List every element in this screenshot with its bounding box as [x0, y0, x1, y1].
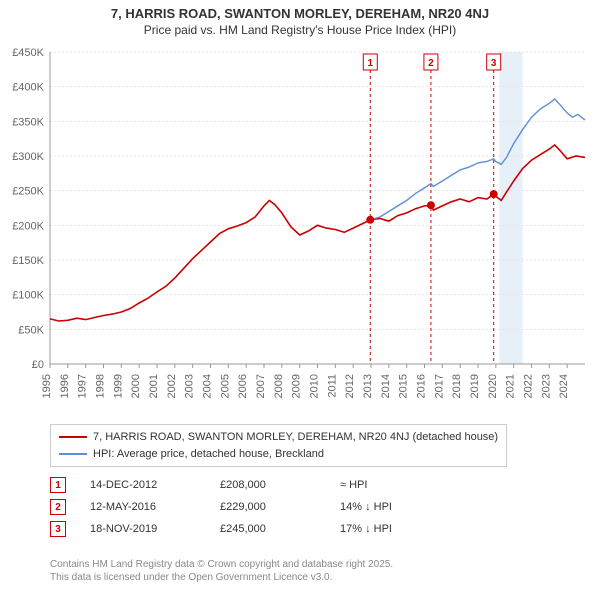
- xtick-label: 2022: [523, 374, 535, 398]
- ytick-label: £350K: [12, 116, 44, 128]
- sale-price: £208,000: [220, 479, 340, 491]
- xtick-label: 2003: [184, 374, 196, 398]
- xtick-label: 2005: [219, 374, 231, 398]
- xtick-label: 2000: [130, 374, 142, 398]
- xtick-label: 2015: [398, 374, 410, 398]
- ytick-label: £250K: [12, 186, 44, 198]
- xtick-label: 1995: [41, 374, 53, 398]
- sale-dot: [490, 190, 498, 198]
- sale-price: £245,000: [220, 523, 340, 535]
- sale-dot: [366, 216, 374, 224]
- chart-container: 7, HARRIS ROAD, SWANTON MORLEY, DEREHAM,…: [0, 0, 600, 590]
- xtick-label: 2019: [469, 374, 481, 398]
- sale-marker-number: 1: [368, 58, 374, 69]
- legend-swatch: [59, 436, 87, 438]
- ytick-label: £150K: [12, 255, 44, 267]
- legend-row: 7, HARRIS ROAD, SWANTON MORLEY, DEREHAM,…: [59, 429, 498, 446]
- xtick-label: 2010: [309, 374, 321, 398]
- legend-label: HPI: Average price, detached house, Brec…: [93, 446, 324, 463]
- footer: Contains HM Land Registry data © Crown c…: [50, 558, 393, 584]
- ytick-label: £100K: [12, 290, 44, 302]
- sale-date: 14-DEC-2012: [90, 479, 220, 491]
- xtick-label: 2008: [273, 374, 285, 398]
- xtick-label: 2023: [540, 374, 552, 398]
- chart-svg: £0 £50K £100K £150K £200K £250K £300K £350K £400…: [0, 42, 600, 420]
- xtick-label: 2002: [166, 374, 178, 398]
- footer-line2: This data is licensed under the Open Gov…: [50, 571, 393, 584]
- sale-date: 18-NOV-2019: [90, 523, 220, 535]
- xtick-label: 2018: [451, 374, 463, 398]
- sale-diff: 14% ↓ HPI: [340, 501, 460, 513]
- xtick-label: 2021: [505, 374, 517, 398]
- chart-area: £0 £50K £100K £150K £200K £250K £300K £350K £400…: [0, 42, 600, 420]
- xtick-label: 2012: [344, 374, 356, 398]
- ytick-label: £0: [32, 359, 44, 371]
- legend: 7, HARRIS ROAD, SWANTON MORLEY, DEREHAM,…: [50, 424, 507, 467]
- series-hpi: [370, 99, 585, 220]
- sale-marker-number: 3: [491, 58, 497, 69]
- xtick-label: 2016: [416, 374, 428, 398]
- xtick-label: 1997: [77, 374, 89, 398]
- sale-diff: ≈ HPI: [340, 479, 460, 491]
- xtick-label: 2004: [202, 374, 214, 398]
- xtick-label: 2024: [558, 374, 570, 398]
- sales-row: 3 18-NOV-2019£245,00017% ↓ HPI: [50, 518, 460, 540]
- ytick-label: £200K: [12, 220, 44, 232]
- xtick-label: 1999: [112, 374, 124, 398]
- title-address: 7, HARRIS ROAD, SWANTON MORLEY, DEREHAM,…: [0, 6, 600, 23]
- sale-marker-cell: 1: [50, 477, 66, 493]
- title-subtitle: Price paid vs. HM Land Registry's House …: [0, 23, 600, 39]
- xtick-label: 2001: [148, 374, 160, 398]
- sale-date: 12-MAY-2016: [90, 501, 220, 513]
- xtick-label: 2007: [255, 374, 267, 398]
- xtick-label: 2011: [326, 374, 338, 398]
- sale-marker-number: 2: [428, 58, 434, 69]
- xtick-label: 2020: [487, 374, 499, 398]
- ytick-label: £400K: [12, 82, 44, 94]
- sales-row: 1 14-DEC-2012£208,000≈ HPI: [50, 474, 460, 496]
- xtick-label: 2006: [237, 374, 249, 398]
- sale-dot: [427, 201, 435, 209]
- xtick-label: 2014: [380, 374, 392, 398]
- ytick-label: £300K: [12, 151, 44, 163]
- xtick-label: 2017: [433, 374, 445, 398]
- sales-row: 2 12-MAY-2016£229,00014% ↓ HPI: [50, 496, 460, 518]
- legend-row: HPI: Average price, detached house, Brec…: [59, 446, 498, 463]
- title-block: 7, HARRIS ROAD, SWANTON MORLEY, DEREHAM,…: [0, 0, 600, 38]
- xtick-label: 2013: [362, 374, 374, 398]
- xtick-label: 1996: [59, 374, 71, 398]
- footer-line1: Contains HM Land Registry data © Crown c…: [50, 558, 393, 571]
- xtick-label: 1998: [95, 374, 107, 398]
- legend-label: 7, HARRIS ROAD, SWANTON MORLEY, DEREHAM,…: [93, 429, 498, 446]
- xtick-label: 2009: [291, 374, 303, 398]
- sale-diff: 17% ↓ HPI: [340, 523, 460, 535]
- ytick-label: £50K: [18, 324, 44, 336]
- sale-marker-cell: 2: [50, 499, 66, 515]
- shaded-band: [499, 52, 522, 364]
- ytick-label: £450K: [12, 47, 44, 59]
- sale-marker-cell: 3: [50, 521, 66, 537]
- legend-swatch: [59, 453, 87, 455]
- sale-price: £229,000: [220, 501, 340, 513]
- sales-table: 1 14-DEC-2012£208,000≈ HPI 2 12-MAY-2016£22…: [50, 474, 460, 540]
